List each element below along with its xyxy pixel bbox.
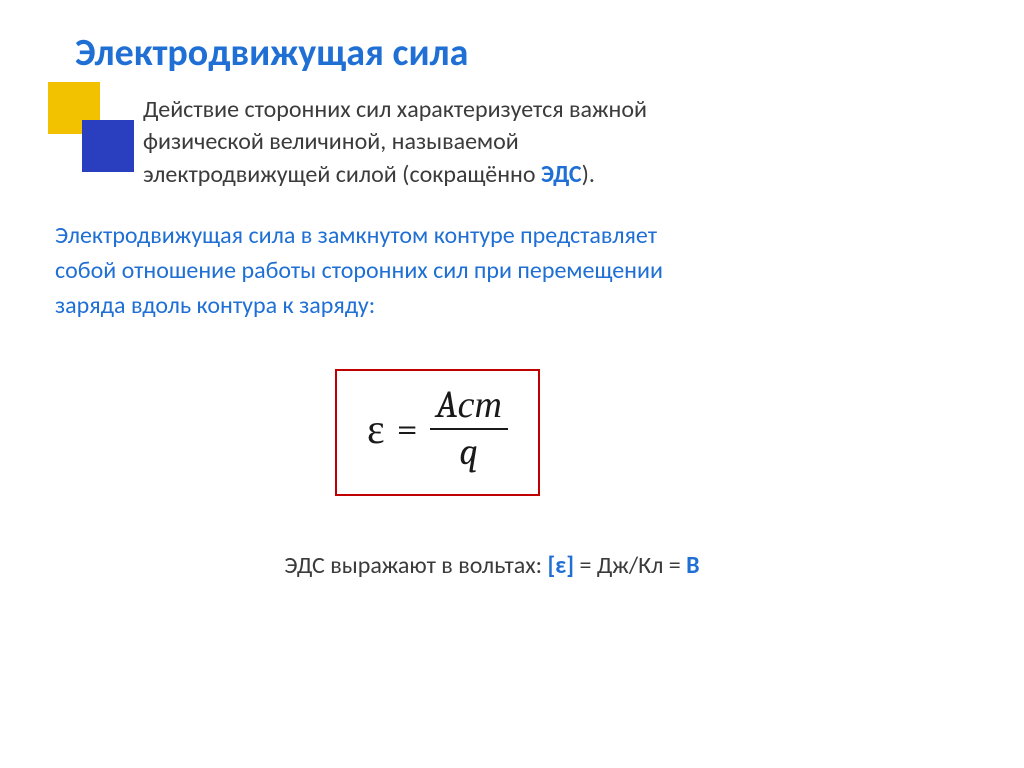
intro-line-2: физической величиной, называемой [143,127,519,156]
intro-line-1: Действие сторонних сил характеризуется в… [143,95,647,124]
formula-epsilon: ε [367,405,385,454]
slide: Электродвижущая сила Действие сторонних … [0,0,1024,768]
formula-equals: = [397,407,418,451]
slide-title: Электродвижущая сила [75,30,969,76]
formula-denominator: q [459,430,478,474]
definition-paragraph: Электродвижущая сила в замкнутом контуре… [55,219,969,323]
formula: ε = Aст q [367,385,508,475]
intro-line-3c: ). [582,160,595,189]
intro-line-3a: электродвижущей силой (сокращённо [143,160,541,189]
units-mid: = Дж/Кл = [574,551,686,580]
formula-box: ε = Aст q [335,369,540,497]
units-volt: В [686,551,699,580]
intro-paragraph: Действие сторонних сил характеризуется в… [143,94,969,191]
intro-eds-abbrev: ЭДС [541,160,582,189]
definition-line-1: Электродвижущая сила в замкнутом контуре… [55,221,657,250]
formula-numerator: Aст [430,385,508,431]
units-epsilon: ε [555,551,566,580]
units-line: ЭДС выражают в вольтах: [ε] = Дж/Кл = В [15,551,969,580]
formula-fraction: Aст q [430,385,508,475]
definition-line-3: заряда вдоль контура к заряду: [55,291,375,320]
definition-line-2: собой отношение работы сторонних сил при… [55,256,663,285]
units-prefix: ЭДС выражают в вольтах: [284,551,547,580]
units-bracket-close: ] [566,551,574,580]
decor-square-blue [82,120,134,172]
